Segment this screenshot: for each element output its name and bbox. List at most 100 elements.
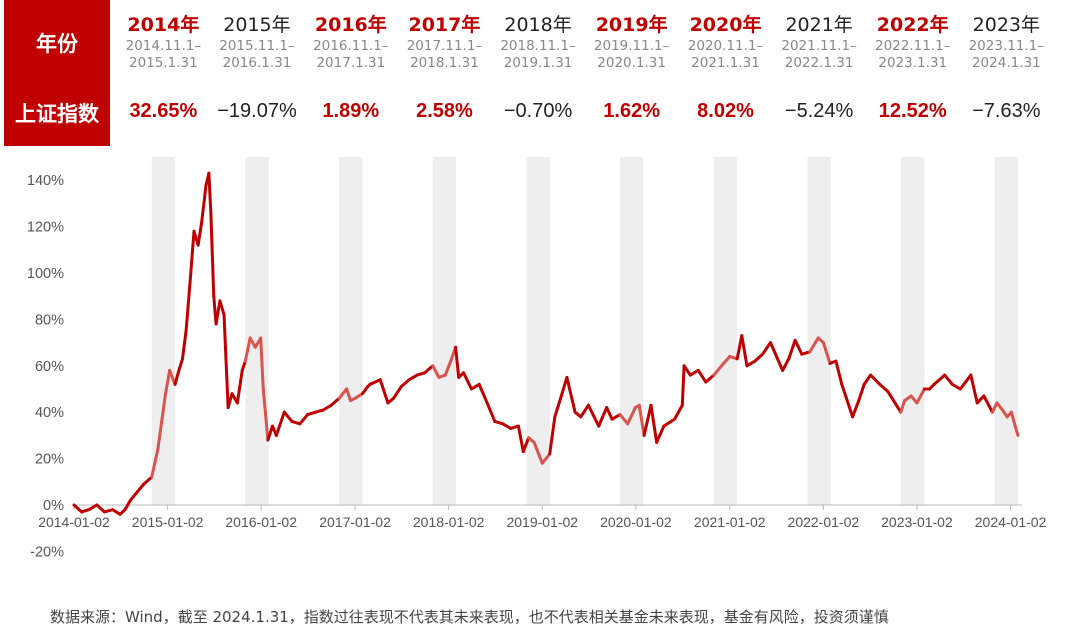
line-segment — [834, 359, 844, 386]
line-segment — [240, 359, 247, 372]
line-segment — [975, 394, 986, 405]
line-segment — [399, 378, 411, 389]
y-tick-label: 120% — [27, 220, 64, 236]
x-tick-label: 2020-01-02 — [600, 514, 672, 530]
y-tick-label: 60% — [35, 359, 64, 375]
period-range-label: 2015.11.1– — [219, 38, 295, 54]
x-tick-label: 2021-01-02 — [694, 514, 766, 530]
line-segment — [337, 387, 349, 400]
period-range-label: 2020.1.31 — [597, 55, 666, 71]
period-range-label: 2017.11.1– — [407, 38, 483, 54]
line-segment — [579, 403, 590, 419]
line-segment — [712, 364, 724, 377]
period-band-6 — [713, 157, 738, 505]
line-segment — [407, 373, 419, 382]
line-segment — [642, 403, 653, 437]
line-segment — [548, 415, 557, 456]
line-segment — [485, 401, 497, 423]
line-segment — [696, 368, 708, 384]
period-band-0 — [151, 157, 176, 505]
x-tick-label: 2024-01-02 — [975, 514, 1047, 530]
y-tick-label: 100% — [27, 266, 64, 282]
line-segment — [808, 336, 820, 354]
period-return-label: −0.70% — [504, 100, 573, 122]
x-tick-label: 2023-01-02 — [881, 514, 953, 530]
y-tick-label: 80% — [35, 312, 64, 328]
line-segment — [454, 345, 461, 379]
line-segment — [915, 387, 926, 405]
period-range-label: 2021.1.31 — [691, 55, 760, 71]
x-tick-label: 2015-01-02 — [132, 514, 204, 530]
line-segment — [266, 424, 274, 442]
line-segment — [720, 355, 732, 368]
line-segment — [462, 371, 474, 391]
line-segment — [565, 375, 577, 414]
period-range-label: 2015.1.31 — [129, 55, 198, 71]
period-return-label: −5.24% — [785, 100, 854, 122]
period-range-label: 2023.11.1– — [969, 38, 1045, 54]
period-band-2 — [339, 157, 363, 505]
period-year-label: 2016年 — [315, 13, 387, 36]
line-segment — [196, 220, 204, 247]
x-tick-label: 2019-01-02 — [506, 514, 578, 530]
line-segment — [840, 382, 855, 419]
period-range-label: 2018.11.1– — [500, 38, 576, 54]
line-segment — [605, 406, 614, 421]
line-segment — [950, 382, 962, 391]
line-segment — [142, 475, 154, 486]
line-segment — [180, 329, 188, 361]
line-segment — [704, 373, 716, 384]
line-segment — [990, 401, 999, 414]
period-band-9 — [994, 157, 1018, 505]
line-segment — [392, 385, 403, 400]
line-segment — [259, 336, 265, 391]
line-segment — [688, 368, 700, 377]
period-headers: 2014年 2014.11.1–2015.1.31 32.65% 2015年 2015.… — [126, 13, 1045, 122]
line-segment — [235, 368, 244, 405]
line-segment — [662, 417, 677, 428]
line-segment — [222, 313, 230, 410]
line-segment — [532, 440, 544, 465]
line-segment — [982, 394, 994, 414]
period-range-label: 2018.1.31 — [410, 55, 479, 71]
shanghai-index-chart: 2014年 2014.11.1–2015.1.31 32.65% 2015年 2015.… — [27, 13, 1047, 560]
line-segment — [160, 392, 168, 423]
period-year-label: 2015年 — [223, 14, 290, 36]
line-segment — [610, 413, 622, 421]
line-segment — [761, 341, 773, 356]
line-segment — [261, 387, 270, 442]
x-tick-label: 2017-01-02 — [319, 514, 391, 530]
year-row-label: 年份 — [36, 32, 78, 56]
line-segment — [95, 503, 107, 514]
y-tick-label: 0% — [43, 498, 64, 514]
period-range-label: 2019.11.1– — [594, 38, 670, 54]
line-segment — [521, 436, 531, 454]
line-segment — [214, 299, 222, 326]
line-segment — [298, 413, 310, 426]
line-segment — [72, 503, 84, 514]
period-return-label: −19.07% — [217, 100, 297, 122]
y-axis: 140% 120% 100% 80% 60% 40% 20% 0% -20% — [27, 173, 64, 560]
line-segment — [680, 364, 686, 407]
line-segment — [655, 424, 666, 444]
line-segment — [682, 364, 692, 377]
line-segment — [851, 399, 861, 419]
line-segment — [618, 413, 630, 426]
y-tick-label: 40% — [35, 405, 64, 421]
line-segment — [787, 338, 797, 361]
line-segment — [345, 387, 352, 403]
period-band-3 — [432, 157, 457, 505]
index-row-label: 上证指数 — [15, 102, 99, 126]
period-year-label: 2021年 — [785, 14, 852, 36]
period-range-label: 2016.11.1– — [313, 38, 389, 54]
period-band-7 — [807, 157, 831, 505]
line-segment — [443, 359, 453, 377]
period-return-label: 1.89% — [322, 100, 379, 122]
period-year-label: 2018年 — [504, 14, 571, 36]
period-return-label: 12.52% — [879, 100, 947, 122]
line-segment — [200, 183, 208, 224]
line-segment — [969, 373, 979, 405]
line-segment — [597, 406, 609, 428]
period-range-label: 2016.1.31 — [223, 55, 292, 71]
period-year-label: 2019年 — [596, 13, 668, 36]
